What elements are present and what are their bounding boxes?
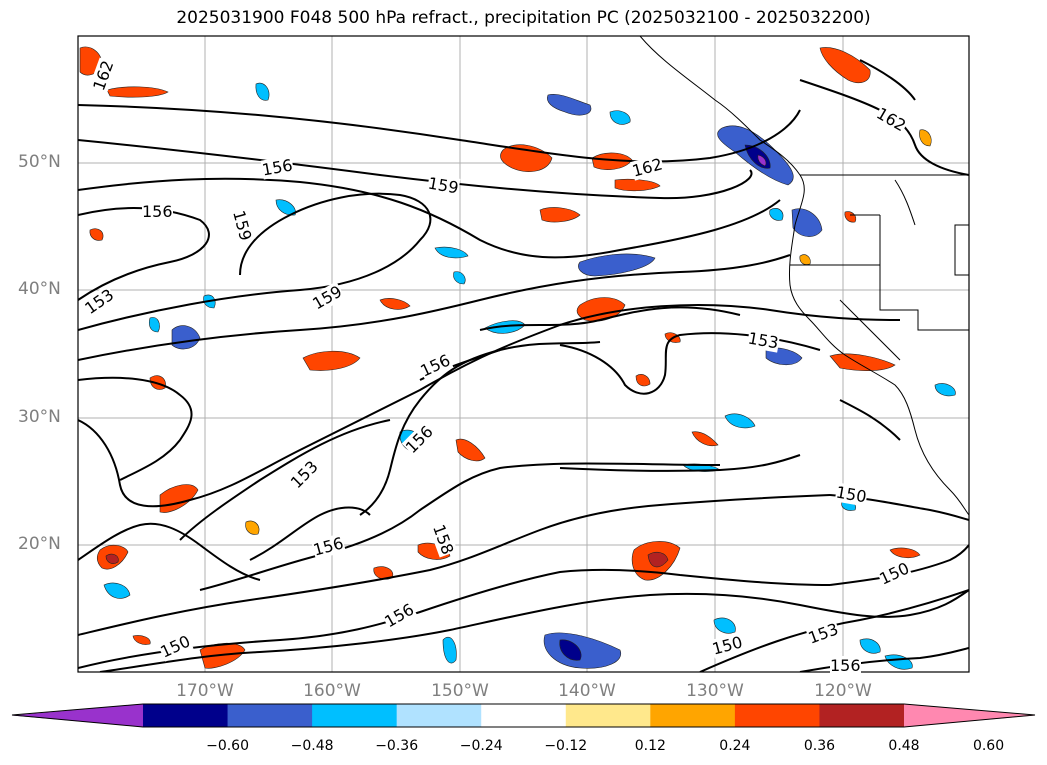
precip-blob (844, 211, 857, 223)
precip-blob (106, 86, 169, 98)
precip-blob (591, 152, 633, 170)
precip-blob (635, 374, 651, 387)
colorbar-cell (227, 704, 313, 727)
colorbar-cell (481, 704, 567, 727)
lat-label: 40°N (18, 279, 61, 299)
lon-label: 170°W (176, 681, 234, 701)
precip-blob (455, 438, 486, 462)
colorbar-cell (312, 704, 398, 727)
precip-blob (713, 617, 736, 634)
lon-label: 120°W (814, 681, 872, 701)
precip-blob (255, 82, 270, 101)
precip-blob (691, 431, 719, 447)
precip-blob (614, 178, 661, 192)
precip-blob (934, 383, 956, 397)
precip-blob (791, 208, 823, 237)
contour-label: 156 (830, 656, 861, 675)
colorbar-cell (143, 704, 229, 727)
precip-blob (453, 271, 466, 285)
precip-blob (434, 246, 469, 259)
precip-blob (769, 208, 784, 221)
colorbar-extend-high (904, 704, 1035, 727)
precip-blob (379, 298, 411, 310)
colorbar-tick-label: 0.12 (634, 738, 666, 754)
precip-blob (578, 253, 656, 277)
precip-blob (105, 553, 119, 564)
precip-blob (919, 129, 932, 147)
precip-blob (799, 254, 811, 265)
colorbar-tick-label: −0.12 (544, 738, 588, 754)
colorbar-cell (396, 704, 482, 727)
precip-blob (245, 520, 260, 535)
coastlines (639, 36, 969, 516)
colorbar-tick-label: −0.60 (206, 738, 249, 754)
colorbar-tick-label: 0.60 (972, 738, 1005, 754)
lat-label: 50°N (18, 152, 61, 172)
colorbar-tick-label: 0.36 (803, 738, 836, 754)
lon-label: 160°W (303, 681, 361, 701)
precip-blob (103, 582, 131, 599)
precip-blob (859, 638, 881, 654)
precip-blob (547, 94, 592, 116)
colorbar-extend-low (12, 704, 143, 727)
colorbar-cell (734, 704, 820, 727)
lat-label: 30°N (18, 407, 61, 427)
colorbar-tick-label: −0.24 (459, 738, 503, 754)
precip-blob (829, 353, 896, 371)
precip-blob (89, 228, 104, 241)
precip-blob (148, 317, 160, 333)
precip-blob (275, 199, 296, 216)
lon-label: 140°W (558, 681, 616, 701)
lat-label: 20°N (18, 534, 61, 554)
colorbar-tick-label: 0.48 (888, 738, 920, 754)
colorbar-tick-label: −0.36 (375, 738, 419, 754)
precip-blob (647, 551, 669, 568)
colorbar-cell (819, 704, 905, 727)
lon-label: 130°W (686, 681, 744, 701)
precip-blob (302, 350, 361, 371)
precip-blob (724, 413, 756, 429)
precip-blob (889, 547, 921, 559)
precip-blob (757, 154, 767, 167)
precip-blob (559, 639, 582, 661)
precip-blob (819, 47, 871, 83)
map-title: 2025031900 F048 500 hPa refract., precip… (176, 8, 871, 28)
colorbar-tick-label: 0.24 (719, 738, 751, 754)
lon-label: 150°W (431, 681, 489, 701)
colorbar-cell (650, 704, 736, 727)
precip-blob (539, 207, 581, 223)
precip-blob (442, 636, 457, 664)
colorbar-tick-label: −0.48 (290, 738, 334, 754)
contour-label: 156 (142, 202, 173, 221)
precip-blob (609, 110, 631, 125)
refractivity-contours (78, 59, 969, 672)
precip-blob (132, 635, 151, 645)
colorbar-cell (565, 704, 651, 727)
